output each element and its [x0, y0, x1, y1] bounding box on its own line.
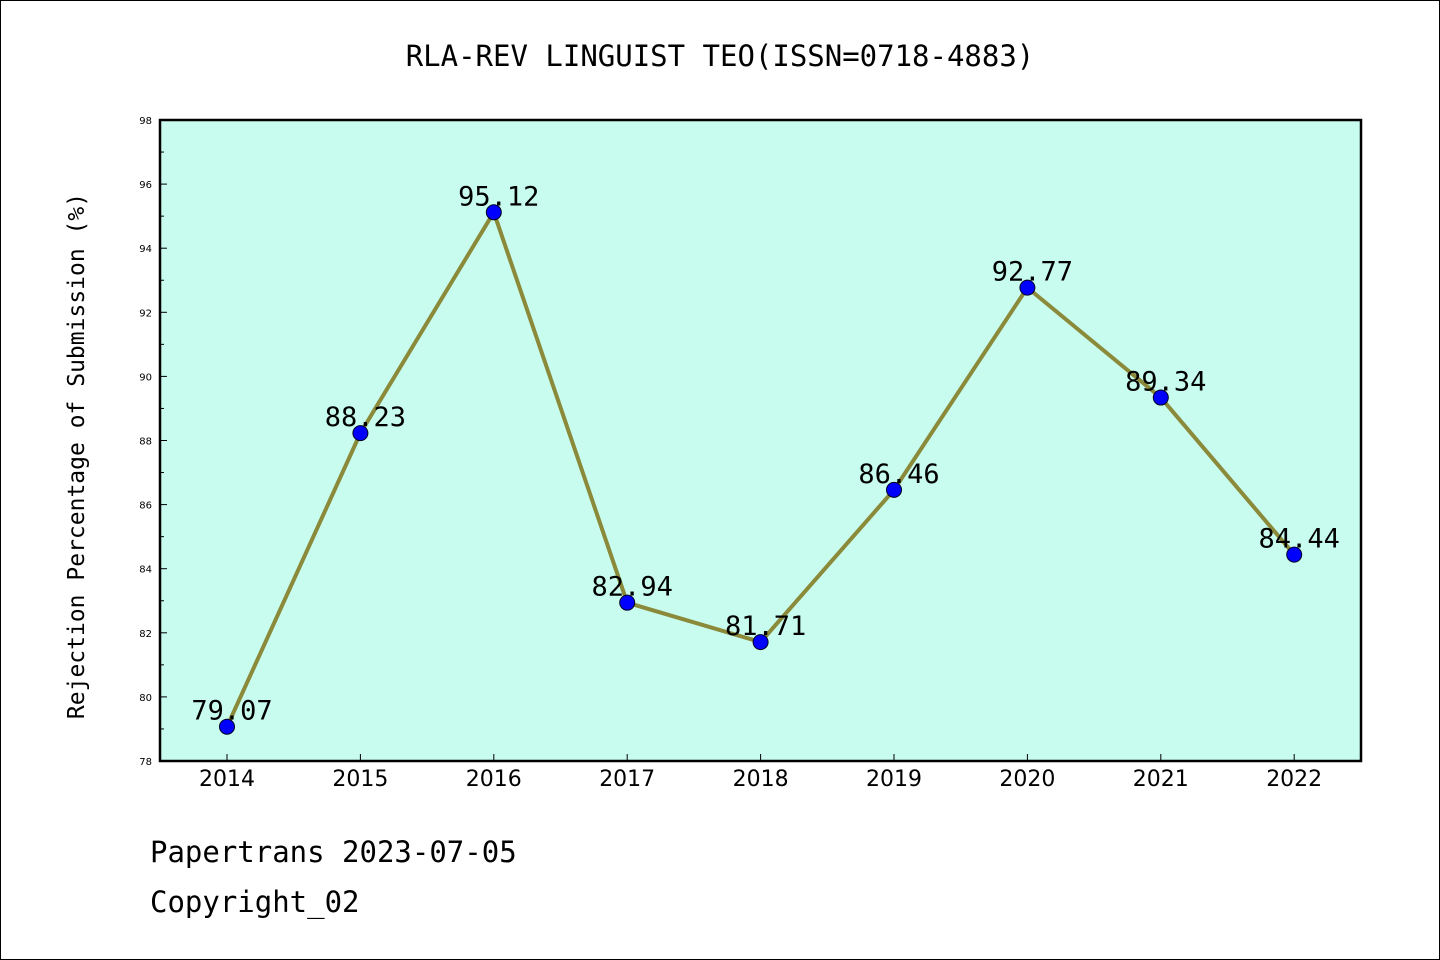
- data-point: [219, 718, 235, 735]
- x-tick-label: 2017: [599, 767, 655, 792]
- plot-area: [158, 118, 1363, 763]
- y-tick-label: 78: [139, 757, 152, 768]
- data-point: [1019, 279, 1036, 296]
- y-tick-label: 90: [139, 372, 152, 383]
- data-point: [886, 481, 902, 498]
- data-point: [1286, 546, 1303, 563]
- data-label: 82.94: [592, 572, 673, 603]
- data-label: 79.07: [191, 696, 272, 727]
- data-point: [752, 634, 769, 651]
- footer-date: Papertrans 2023-07-05: [150, 835, 517, 869]
- x-tick-label: 2018: [733, 767, 789, 792]
- chart-title: RLA-REV LINGUIST TEO(ISSN=0718-4883): [406, 39, 1035, 73]
- y-tick-label: 82: [139, 629, 152, 640]
- x-tick-label: 2016: [466, 767, 522, 792]
- y-tick-label: 80: [139, 693, 152, 704]
- x-tick-label: 2019: [866, 767, 922, 792]
- y-tick-label: 92: [139, 308, 152, 319]
- data-label: 95.12: [458, 181, 539, 212]
- footer-copyright: Copyright_02: [150, 885, 360, 919]
- y-axis-label: Rejection Percentage of Submission (%): [64, 193, 90, 719]
- data-point: [619, 594, 636, 611]
- y-tick-label: 96: [139, 180, 152, 191]
- series-group: 79.07 88.23 95.12 82.94 81.71 86.46 92.77 89.34…: [191, 181, 1340, 735]
- data-point: [1152, 389, 1169, 406]
- x-tick-label: 2020: [999, 767, 1055, 792]
- y-tick-label: 88: [139, 437, 152, 448]
- data-label: 92.77: [992, 257, 1073, 288]
- data-point: [352, 425, 369, 442]
- y-tick-label: 84: [139, 565, 152, 576]
- x-tick-label: 2022: [1266, 767, 1322, 792]
- data-point: [485, 204, 502, 221]
- data-label: 88.23: [325, 402, 406, 433]
- x-tick-label: 2014: [199, 767, 255, 792]
- y-tick-label: 98: [139, 116, 152, 127]
- y-tick-label: 86: [139, 501, 152, 512]
- data-label: 86.46: [858, 459, 939, 490]
- y-tick-label: 94: [139, 244, 152, 255]
- x-tick-label: 2015: [332, 767, 388, 792]
- data-label: 84.44: [1259, 524, 1340, 555]
- x-tick-label: 2021: [1133, 767, 1189, 792]
- axes: 78 80 82 84 86 88 90 92 94 96 98 2014 2015 2016 2017 20…: [139, 116, 1322, 792]
- data-label: 89.34: [1125, 367, 1206, 398]
- data-label: 81.71: [725, 611, 806, 642]
